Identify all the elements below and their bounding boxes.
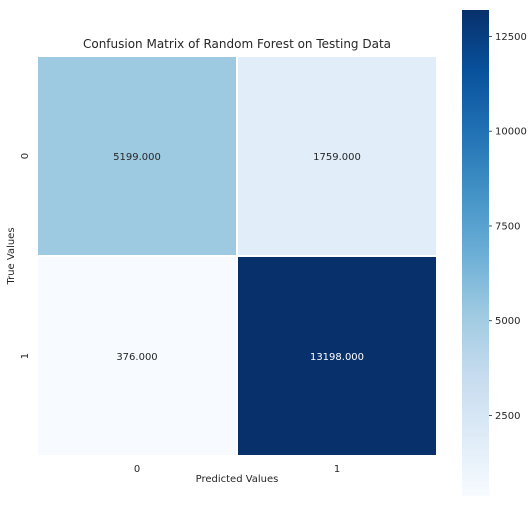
cell-value-label-1-1: 13198.000 [310,352,364,363]
x-axis-label: Predicted Values [196,474,279,485]
heatmap-cell-1-0 [36,255,238,457]
colorbar-ticks: 2500 5000 7500 10000 12500 [489,32,527,422]
x-tick-label: 0 [134,464,140,475]
colorbar-tick-label: 10000 [495,127,527,138]
y-tick-label: 1 [20,353,31,359]
heatmap-cell-0-1 [236,55,438,257]
colorbar-tick-label: 2500 [495,411,520,422]
y-axis-ticks: 01 [20,153,31,359]
heatmap-cell-0-0 [36,55,238,257]
heatmap-cell-1-1 [236,255,438,457]
colorbar-tick-label: 7500 [495,221,520,232]
colorbar [462,10,489,496]
y-tick-label: 0 [20,153,31,159]
heatmap-cells: 5199.000 1759.000 376.000 13198.000 [36,55,438,457]
colorbar-tick-label: 12500 [495,32,527,43]
cell-value-label-0-1: 1759.000 [313,152,361,163]
cell-value-label-0-0: 5199.000 [113,152,161,163]
chart-title: Confusion Matrix of Random Forest on Tes… [83,37,391,51]
colorbar-tick-label: 5000 [495,316,520,327]
y-axis-label: True Values [6,227,17,285]
cell-value-label-1-0: 376.000 [116,352,157,363]
x-tick-label: 1 [334,464,340,475]
